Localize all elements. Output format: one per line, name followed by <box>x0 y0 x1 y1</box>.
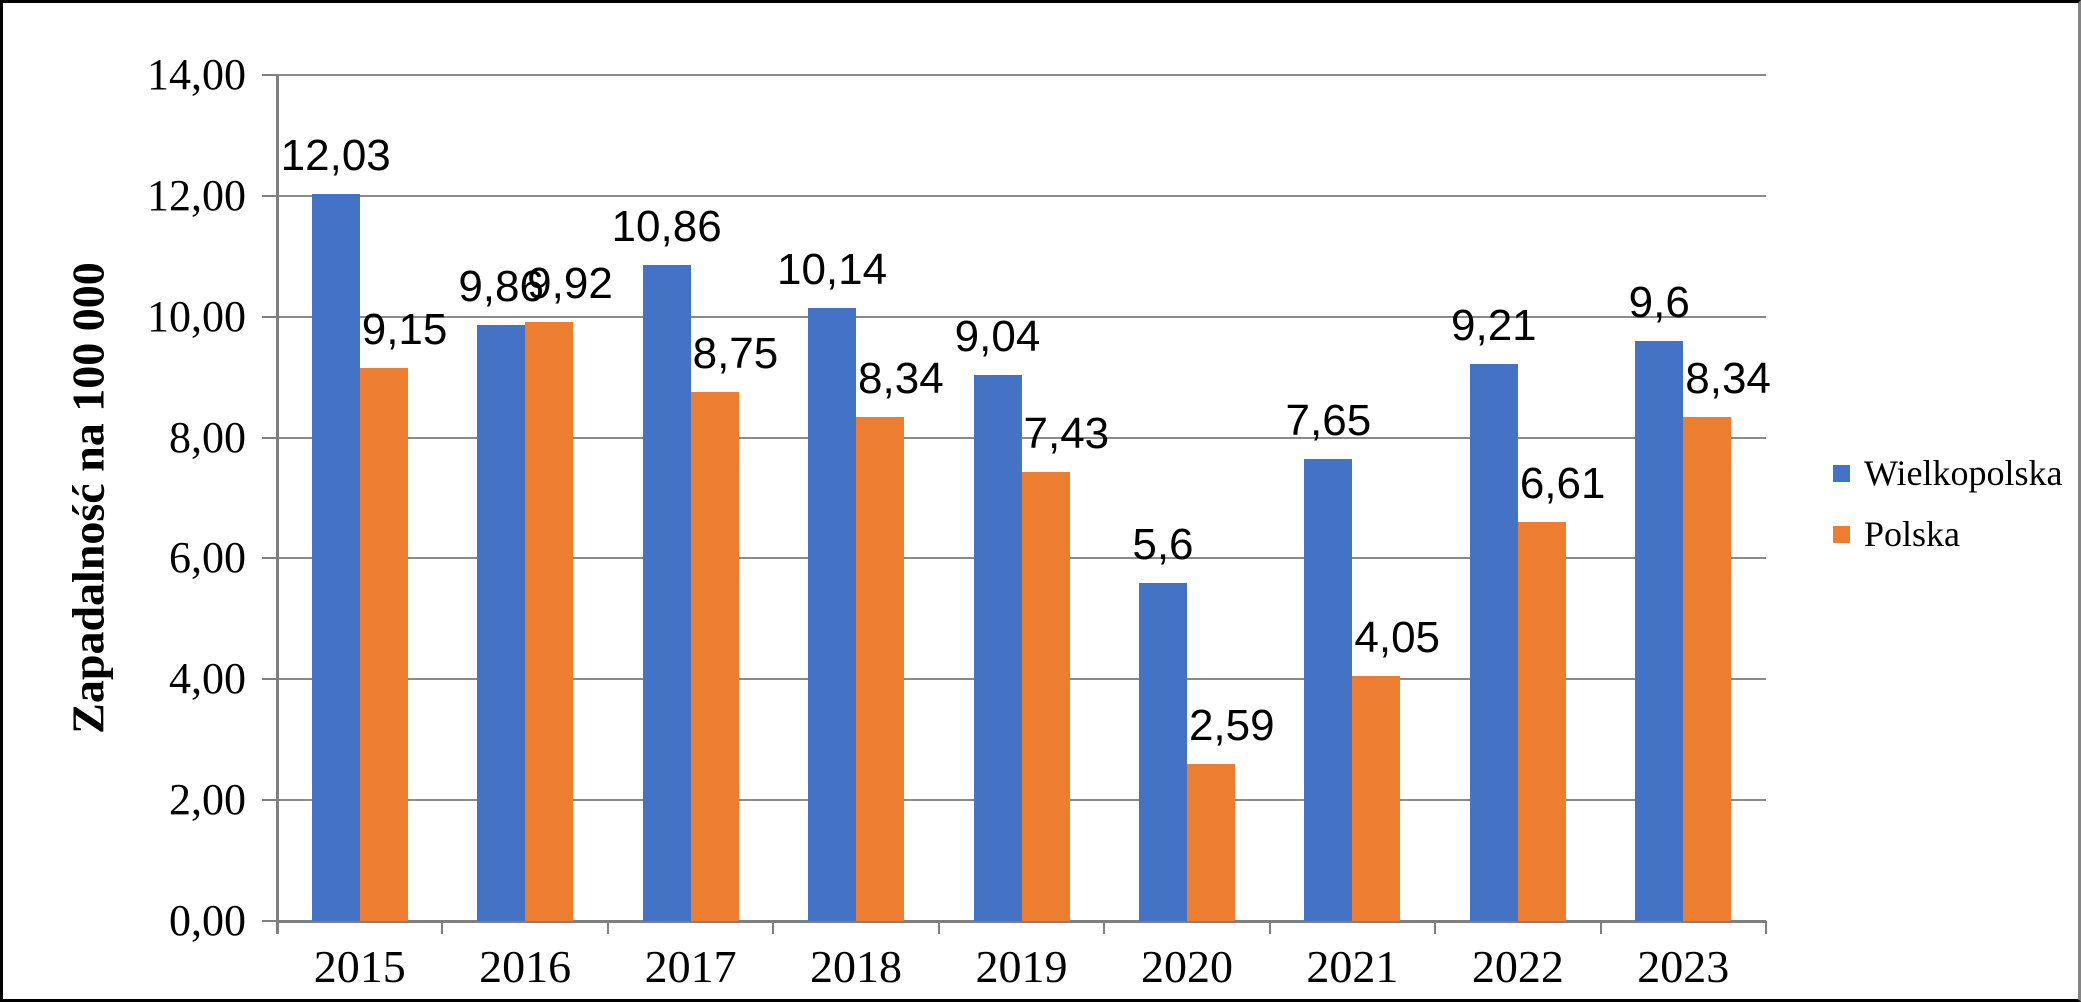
bar-value-label: 5,6 <box>1132 519 1194 569</box>
y-tick <box>262 194 277 197</box>
bar-wielkopolska <box>1138 582 1187 921</box>
y-axis-line <box>276 75 279 934</box>
y-tick <box>262 315 277 318</box>
legend-item-polska: Polska <box>1833 514 1960 554</box>
bar-value-label: 4,05 <box>1354 613 1441 663</box>
bar-polska <box>1352 676 1401 921</box>
bar-wielkopolska <box>477 325 526 921</box>
legend-color-swatch <box>1833 525 1850 543</box>
bar-value-label: 2,59 <box>1188 701 1275 751</box>
bar-wielkopolska <box>1304 458 1353 921</box>
bar-value-label: 8,34 <box>1685 354 1771 404</box>
legend-color-swatch <box>1833 464 1850 482</box>
y-tick <box>262 799 277 802</box>
x-axis-label: 2020 <box>1140 941 1233 992</box>
legend-label: Wielkopolska <box>1864 453 2063 493</box>
y-tick <box>262 74 277 76</box>
bar-polska <box>1517 521 1566 921</box>
bar-wielkopolska <box>808 308 857 921</box>
bar-value-label: 8,75 <box>692 329 779 379</box>
bar-value-label: 10,86 <box>611 201 722 251</box>
bar-polska <box>525 321 574 921</box>
x-axis-label: 2017 <box>644 941 737 992</box>
x-axis-label: 2018 <box>810 941 903 992</box>
bar-value-label: 9,92 <box>527 258 613 308</box>
y-tick-label: 14,00 <box>147 50 246 99</box>
bar-wielkopolska <box>311 194 360 921</box>
y-tick-label: 6,00 <box>169 533 246 583</box>
y-tick-label: 10,00 <box>147 291 246 341</box>
y-tick-label: 8,00 <box>169 412 246 462</box>
bar-wielkopolska <box>973 374 1022 921</box>
x-axis-label: 2016 <box>479 941 572 992</box>
x-tick <box>1599 921 1602 934</box>
plot-area: 0,00 2,00 4,00 6,00 8,00 10,00 12,00 14,00 12,03… <box>3 3 2078 999</box>
x-tick <box>441 921 444 934</box>
bar-value-label: 9,04 <box>954 311 1041 361</box>
bar-wielkopolska <box>642 264 691 921</box>
y-tick <box>262 436 277 439</box>
x-axis-label: 2022 <box>1471 941 1564 992</box>
bar-polska <box>1683 417 1732 921</box>
gridline <box>277 436 1766 439</box>
y-tick-label: 2,00 <box>169 775 246 825</box>
y-tick-label: 4,00 <box>169 654 246 704</box>
x-axis-label: 2015 <box>313 941 406 992</box>
bar-polska <box>359 368 408 921</box>
x-tick <box>937 921 940 934</box>
bar-value-label: 10,14 <box>776 245 888 295</box>
bar-wielkopolska <box>1469 364 1518 921</box>
x-axis-label: 2023 <box>1637 941 1730 992</box>
x-tick <box>1268 921 1271 934</box>
bar-value-label: 12,03 <box>280 131 391 181</box>
x-axis-line <box>277 920 1766 923</box>
y-tick <box>262 678 277 681</box>
bar-value-label: 9,15 <box>361 305 448 355</box>
bar-value-label: 7,43 <box>1023 409 1110 459</box>
x-axis-label: 2021 <box>1306 941 1399 992</box>
bar-polska <box>1021 472 1070 921</box>
bar-wielkopolska <box>1635 340 1684 921</box>
x-tick <box>1434 921 1437 934</box>
bar-value-label: 9,86 <box>458 262 544 312</box>
x-tick <box>1103 921 1106 934</box>
bar-value-label: 9,21 <box>1451 301 1537 351</box>
bar-value-label: 6,61 <box>1519 458 1606 508</box>
gridline <box>277 74 1766 76</box>
x-tick <box>1765 921 1767 934</box>
x-axis-label: 2019 <box>975 941 1068 992</box>
y-tick-label: 12,00 <box>147 170 246 220</box>
legend-label: Polska <box>1864 514 1961 554</box>
gridline <box>277 194 1766 197</box>
bar-value-label: 9,6 <box>1628 277 1690 327</box>
bar-value-label: 7,65 <box>1285 395 1372 445</box>
x-tick <box>606 921 609 934</box>
y-tick-label: 0,00 <box>169 896 246 945</box>
legend-item-wielkopolska: Wielkopolska <box>1833 453 2063 493</box>
y-tick <box>262 920 277 922</box>
x-tick <box>772 921 775 934</box>
bar-polska <box>690 392 739 921</box>
bar-polska <box>1186 764 1235 921</box>
bar-polska <box>856 417 905 921</box>
x-tick <box>276 921 278 934</box>
y-tick <box>262 557 277 560</box>
gridline <box>277 315 1766 318</box>
bar-value-label: 8,34 <box>858 354 944 404</box>
